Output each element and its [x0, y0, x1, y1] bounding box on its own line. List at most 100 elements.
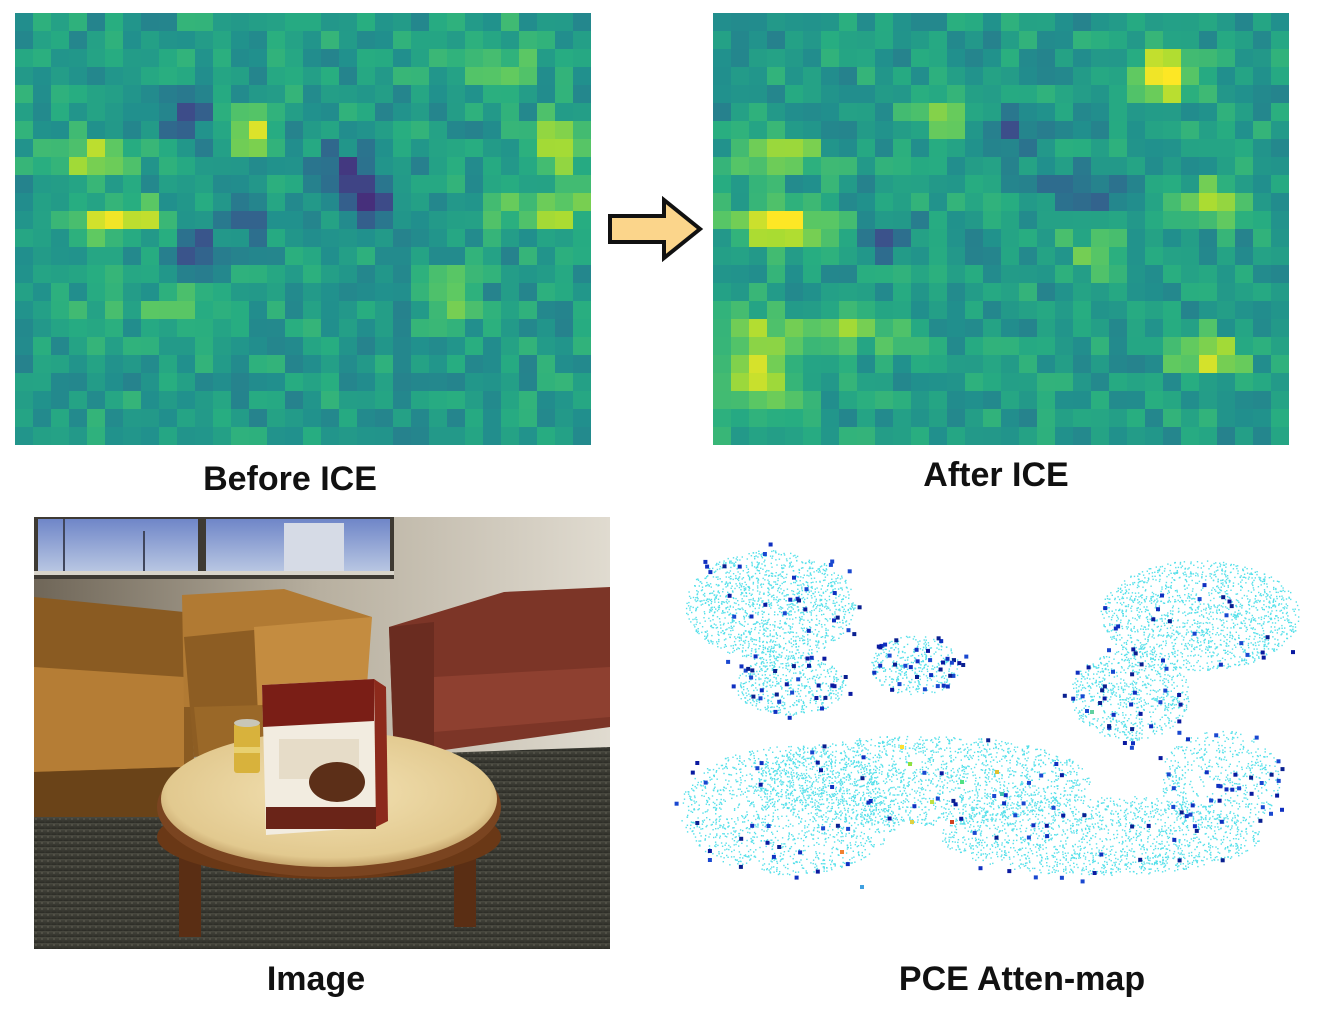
heatmap-cell — [429, 175, 448, 194]
heatmap-cell — [321, 355, 340, 374]
heatmap-cell — [803, 193, 822, 212]
heatmap-cell — [267, 31, 286, 50]
heatmap-cell — [1163, 193, 1182, 212]
heatmap-cell — [465, 265, 484, 284]
heatmap-cell — [501, 193, 520, 212]
heatmap-cell — [731, 103, 750, 122]
heatmap-cell — [141, 319, 160, 338]
heatmap-cell — [105, 31, 124, 50]
heatmap-cell — [141, 49, 160, 68]
heatmap-cell — [411, 175, 430, 194]
heatmap-cell — [893, 121, 912, 140]
heatmap-cell — [267, 427, 286, 445]
heatmap-cell — [749, 193, 768, 212]
heatmap-cell — [1091, 211, 1110, 230]
heatmap-cell — [375, 31, 394, 50]
heatmap-cell — [411, 373, 430, 392]
heatmap-cell — [51, 265, 70, 284]
heatmap-cell — [393, 409, 412, 428]
heatmap-cell — [1145, 391, 1164, 410]
heatmap-cell — [213, 157, 232, 176]
heatmap-cell — [357, 13, 376, 32]
heatmap-cell — [69, 175, 88, 194]
heatmap-cell — [573, 265, 591, 284]
heatmap-cell — [1055, 103, 1074, 122]
heatmap-cell — [1109, 211, 1128, 230]
heatmap-cell — [321, 337, 340, 356]
heatmap-cell — [749, 319, 768, 338]
heatmap-cell — [555, 427, 574, 445]
heatmap-cell — [875, 373, 894, 392]
heatmap-cell — [857, 319, 876, 338]
heatmap-cell — [875, 319, 894, 338]
heatmap-cell — [767, 139, 786, 158]
heatmap-cell — [177, 337, 196, 356]
heatmap-cell — [983, 283, 1002, 302]
heatmap-cell — [983, 247, 1002, 266]
heatmap-cell — [749, 283, 768, 302]
heatmap-cell — [519, 301, 538, 320]
heatmap-cell — [303, 193, 322, 212]
heatmap-cell — [839, 337, 858, 356]
heatmap-cell — [1073, 49, 1092, 68]
heatmap-cell — [213, 265, 232, 284]
heatmap-cell — [803, 67, 822, 86]
heatmap-cell — [483, 121, 502, 140]
heatmap-cell — [983, 337, 1002, 356]
heatmap-cell — [321, 49, 340, 68]
heatmap-cell — [1235, 157, 1254, 176]
heatmap-cell — [713, 229, 732, 248]
heatmap-cell — [141, 13, 160, 32]
heatmap-cell — [1127, 211, 1146, 230]
heatmap-cell — [267, 409, 286, 428]
heatmap-cell — [141, 229, 160, 248]
heatmap-cell — [767, 283, 786, 302]
heatmap-cell — [393, 211, 412, 230]
heatmap-cell — [87, 301, 106, 320]
heatmap-cell — [1253, 265, 1272, 284]
heatmap-cell — [1181, 85, 1200, 104]
heatmap-cell — [15, 121, 34, 140]
heatmap-cell — [803, 85, 822, 104]
heatmap-cell — [1271, 229, 1289, 248]
heatmap-cell — [929, 67, 948, 86]
heatmap-cell — [1037, 319, 1056, 338]
heatmap-cell — [357, 103, 376, 122]
heatmap-cell — [87, 247, 106, 266]
heatmap-cell — [447, 229, 466, 248]
heatmap-cell — [15, 157, 34, 176]
heatmap-cell — [141, 175, 160, 194]
heatmap-cell — [1217, 157, 1236, 176]
heatmap-cell — [537, 193, 556, 212]
heatmap-cell — [1019, 391, 1038, 410]
heatmap-cell — [537, 301, 556, 320]
heatmap-cell — [785, 265, 804, 284]
heatmap-cell — [713, 193, 732, 212]
heatmap-cell — [803, 157, 822, 176]
heatmap-cell — [1091, 427, 1110, 445]
heatmap-cell — [1163, 157, 1182, 176]
heatmap-cell — [429, 373, 448, 392]
heatmap-cell — [1217, 193, 1236, 212]
heatmap-cell — [285, 283, 304, 302]
heatmap-cell — [983, 373, 1002, 392]
heatmap-cell — [731, 265, 750, 284]
heatmap-cell — [555, 85, 574, 104]
heatmap-cell — [429, 247, 448, 266]
heatmap-cell — [821, 85, 840, 104]
heatmap-cell — [731, 229, 750, 248]
heatmap-cell — [303, 13, 322, 32]
heatmap-cell — [785, 13, 804, 32]
heatmap-cell — [51, 427, 70, 445]
heatmap-cell — [105, 301, 124, 320]
heatmap-cell — [519, 355, 538, 374]
heatmap-cell — [983, 85, 1002, 104]
heatmap-cell — [1235, 247, 1254, 266]
heatmap-cell — [231, 139, 250, 158]
heatmap-cell — [519, 373, 538, 392]
heatmap-cell — [321, 301, 340, 320]
heatmap-cell — [1235, 67, 1254, 86]
heatmap-cell — [893, 409, 912, 428]
heatmap-cell — [357, 409, 376, 428]
heatmap-cell — [141, 283, 160, 302]
